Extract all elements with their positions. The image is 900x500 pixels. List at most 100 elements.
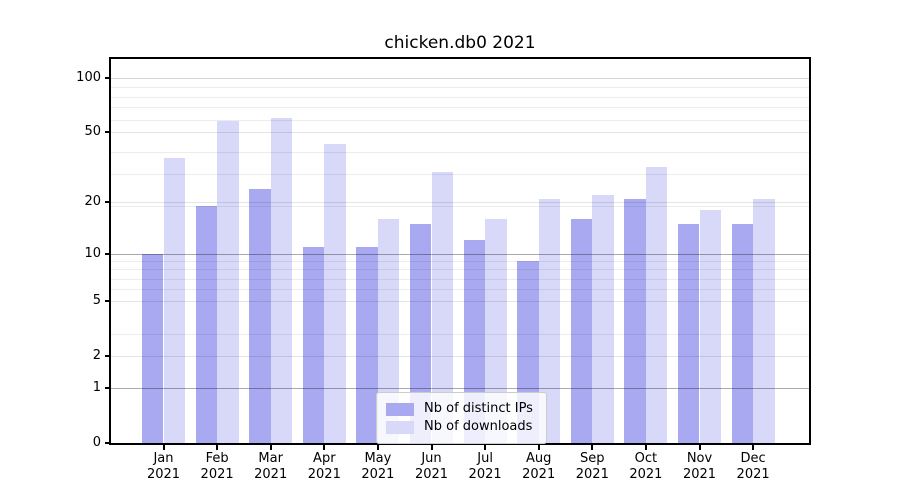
axis-spine-top xyxy=(109,57,811,59)
legend-label-distinct-ips: Nb of distinct IPs xyxy=(424,401,533,416)
x-tick-label-month: Aug xyxy=(525,451,552,466)
y-tick-label-2: 2 xyxy=(92,348,101,364)
x-tick-mark-mar xyxy=(269,445,272,450)
legend-swatch-distinct-ips xyxy=(386,402,414,416)
bar-distinct-ips-feb xyxy=(195,206,218,443)
axis-spine-left xyxy=(109,57,111,445)
y-tick-label-5: 5 xyxy=(92,293,101,309)
x-tick-label-month: Jan xyxy=(153,451,174,466)
x-tick-label-month: Apr xyxy=(313,451,336,466)
gridline-y-69 xyxy=(111,107,809,109)
x-tick-mark-jun xyxy=(430,445,433,450)
plot-area: Nb of distinct IPs Nb of downloads xyxy=(109,57,811,445)
bar-downloads-may xyxy=(377,219,400,443)
y-tick-label-20: 20 xyxy=(84,194,101,210)
x-tick-label-year: 2021 xyxy=(146,467,181,482)
bar-distinct-ips-jun xyxy=(409,223,432,443)
x-tick-mark-apr xyxy=(323,445,326,450)
y-tick-label-10: 10 xyxy=(84,245,101,261)
gridline-y-59 xyxy=(111,119,809,121)
bar-distinct-ips-oct xyxy=(624,198,646,443)
x-tick-label-apr: Apr 2021 xyxy=(279,451,369,483)
y-tick-mark-10 xyxy=(105,252,110,255)
x-tick-label-year: 2021 xyxy=(682,467,717,482)
x-tick-label-month: Jul xyxy=(477,451,493,466)
bar-distinct-ips-dec xyxy=(731,223,754,443)
bar-downloads-dec xyxy=(753,198,775,443)
legend-item-distinct-ips: Nb of distinct IPs xyxy=(386,401,533,417)
y-tick-mark-2 xyxy=(105,355,110,358)
gridline-y-20 xyxy=(111,202,809,204)
y-tick-mark-20 xyxy=(105,201,110,204)
gridline-y-29 xyxy=(111,174,809,176)
x-tick-label-mar: Mar 2021 xyxy=(226,451,316,483)
x-tick-mark-nov xyxy=(698,445,701,450)
legend-swatch-downloads xyxy=(386,420,414,434)
x-tick-label-year: 2021 xyxy=(414,467,449,482)
bar-downloads-sep xyxy=(592,195,614,443)
legend: Nb of distinct IPs Nb of downloads xyxy=(376,392,547,444)
gridline-y-100 xyxy=(111,78,809,80)
gridline-y-7 xyxy=(111,278,809,280)
x-tick-label-year: 2021 xyxy=(575,467,609,482)
bar-distinct-ips-nov xyxy=(677,223,700,443)
y-tick-mark-5 xyxy=(105,300,110,303)
gridline-y-8 xyxy=(111,269,809,271)
gridline-y-50 xyxy=(111,132,809,134)
gridline-y-1 xyxy=(111,388,809,390)
gridline-y-10 xyxy=(111,253,809,255)
x-tick-mark-jan xyxy=(162,445,165,450)
chart-title: chicken.db0 2021 xyxy=(384,33,536,53)
x-tick-mark-feb xyxy=(216,445,219,450)
bar-distinct-ips-sep xyxy=(570,219,593,443)
bar-downloads-jul xyxy=(485,219,507,443)
x-tick-label-jul: Jul 2021 xyxy=(440,451,530,483)
bar-distinct-ips-apr xyxy=(302,246,325,443)
bar-distinct-ips-mar xyxy=(249,188,271,443)
bar-downloads-feb xyxy=(217,120,239,443)
axis-spine-bottom xyxy=(109,443,811,445)
x-tick-label-month: Dec xyxy=(740,451,766,466)
y-tick-label-1: 1 xyxy=(92,380,101,396)
gridline-y-19 xyxy=(111,206,809,208)
gridline-y-9 xyxy=(111,261,809,263)
x-tick-label-feb: Feb 2021 xyxy=(172,451,262,483)
bar-distinct-ips-jan xyxy=(141,253,164,443)
x-tick-label-jun: Jun 2021 xyxy=(387,451,477,483)
gridline-y-6 xyxy=(111,289,809,291)
x-tick-label-month: Mar xyxy=(258,451,283,466)
bar-downloads-jun xyxy=(431,171,454,443)
x-tick-label-nov: Nov 2021 xyxy=(655,451,745,483)
gridline-y-79 xyxy=(111,96,809,98)
y-tick-label-100: 100 xyxy=(76,70,101,86)
x-tick-mark-oct xyxy=(644,445,647,450)
bar-downloads-mar xyxy=(270,118,293,443)
gridline-y-39 xyxy=(111,151,809,153)
x-tick-label-year: 2021 xyxy=(200,467,234,482)
gridline-y-5 xyxy=(111,301,809,303)
gridline-y-3 xyxy=(111,333,809,335)
bar-downloads-oct xyxy=(645,166,668,443)
x-tick-mark-aug xyxy=(537,445,540,450)
x-tick-label-month: Jun xyxy=(421,451,442,466)
x-tick-mark-dec xyxy=(752,445,755,450)
x-tick-label-month: Feb xyxy=(205,451,229,466)
x-tick-label-month: May xyxy=(364,451,392,466)
x-tick-label-jan: Jan 2021 xyxy=(119,451,209,483)
bar-downloads-aug xyxy=(538,198,561,443)
y-tick-mark-100 xyxy=(105,77,110,80)
y-tick-mark-0 xyxy=(105,442,110,444)
y-tick-label-0: 0 xyxy=(92,435,101,450)
x-tick-label-dec: Dec 2021 xyxy=(708,451,798,483)
bar-downloads-jan xyxy=(163,157,186,443)
x-tick-label-month: Nov xyxy=(686,451,713,466)
gridline-y-89 xyxy=(111,87,809,89)
y-tick-label-50: 50 xyxy=(84,124,101,140)
x-tick-label-may: May 2021 xyxy=(333,451,423,483)
gridline-y-2 xyxy=(111,356,809,358)
bar-downloads-nov xyxy=(699,210,722,443)
x-tick-mark-jul xyxy=(484,445,487,450)
x-tick-label-year: 2021 xyxy=(629,467,663,482)
x-tick-mark-may xyxy=(376,445,379,450)
